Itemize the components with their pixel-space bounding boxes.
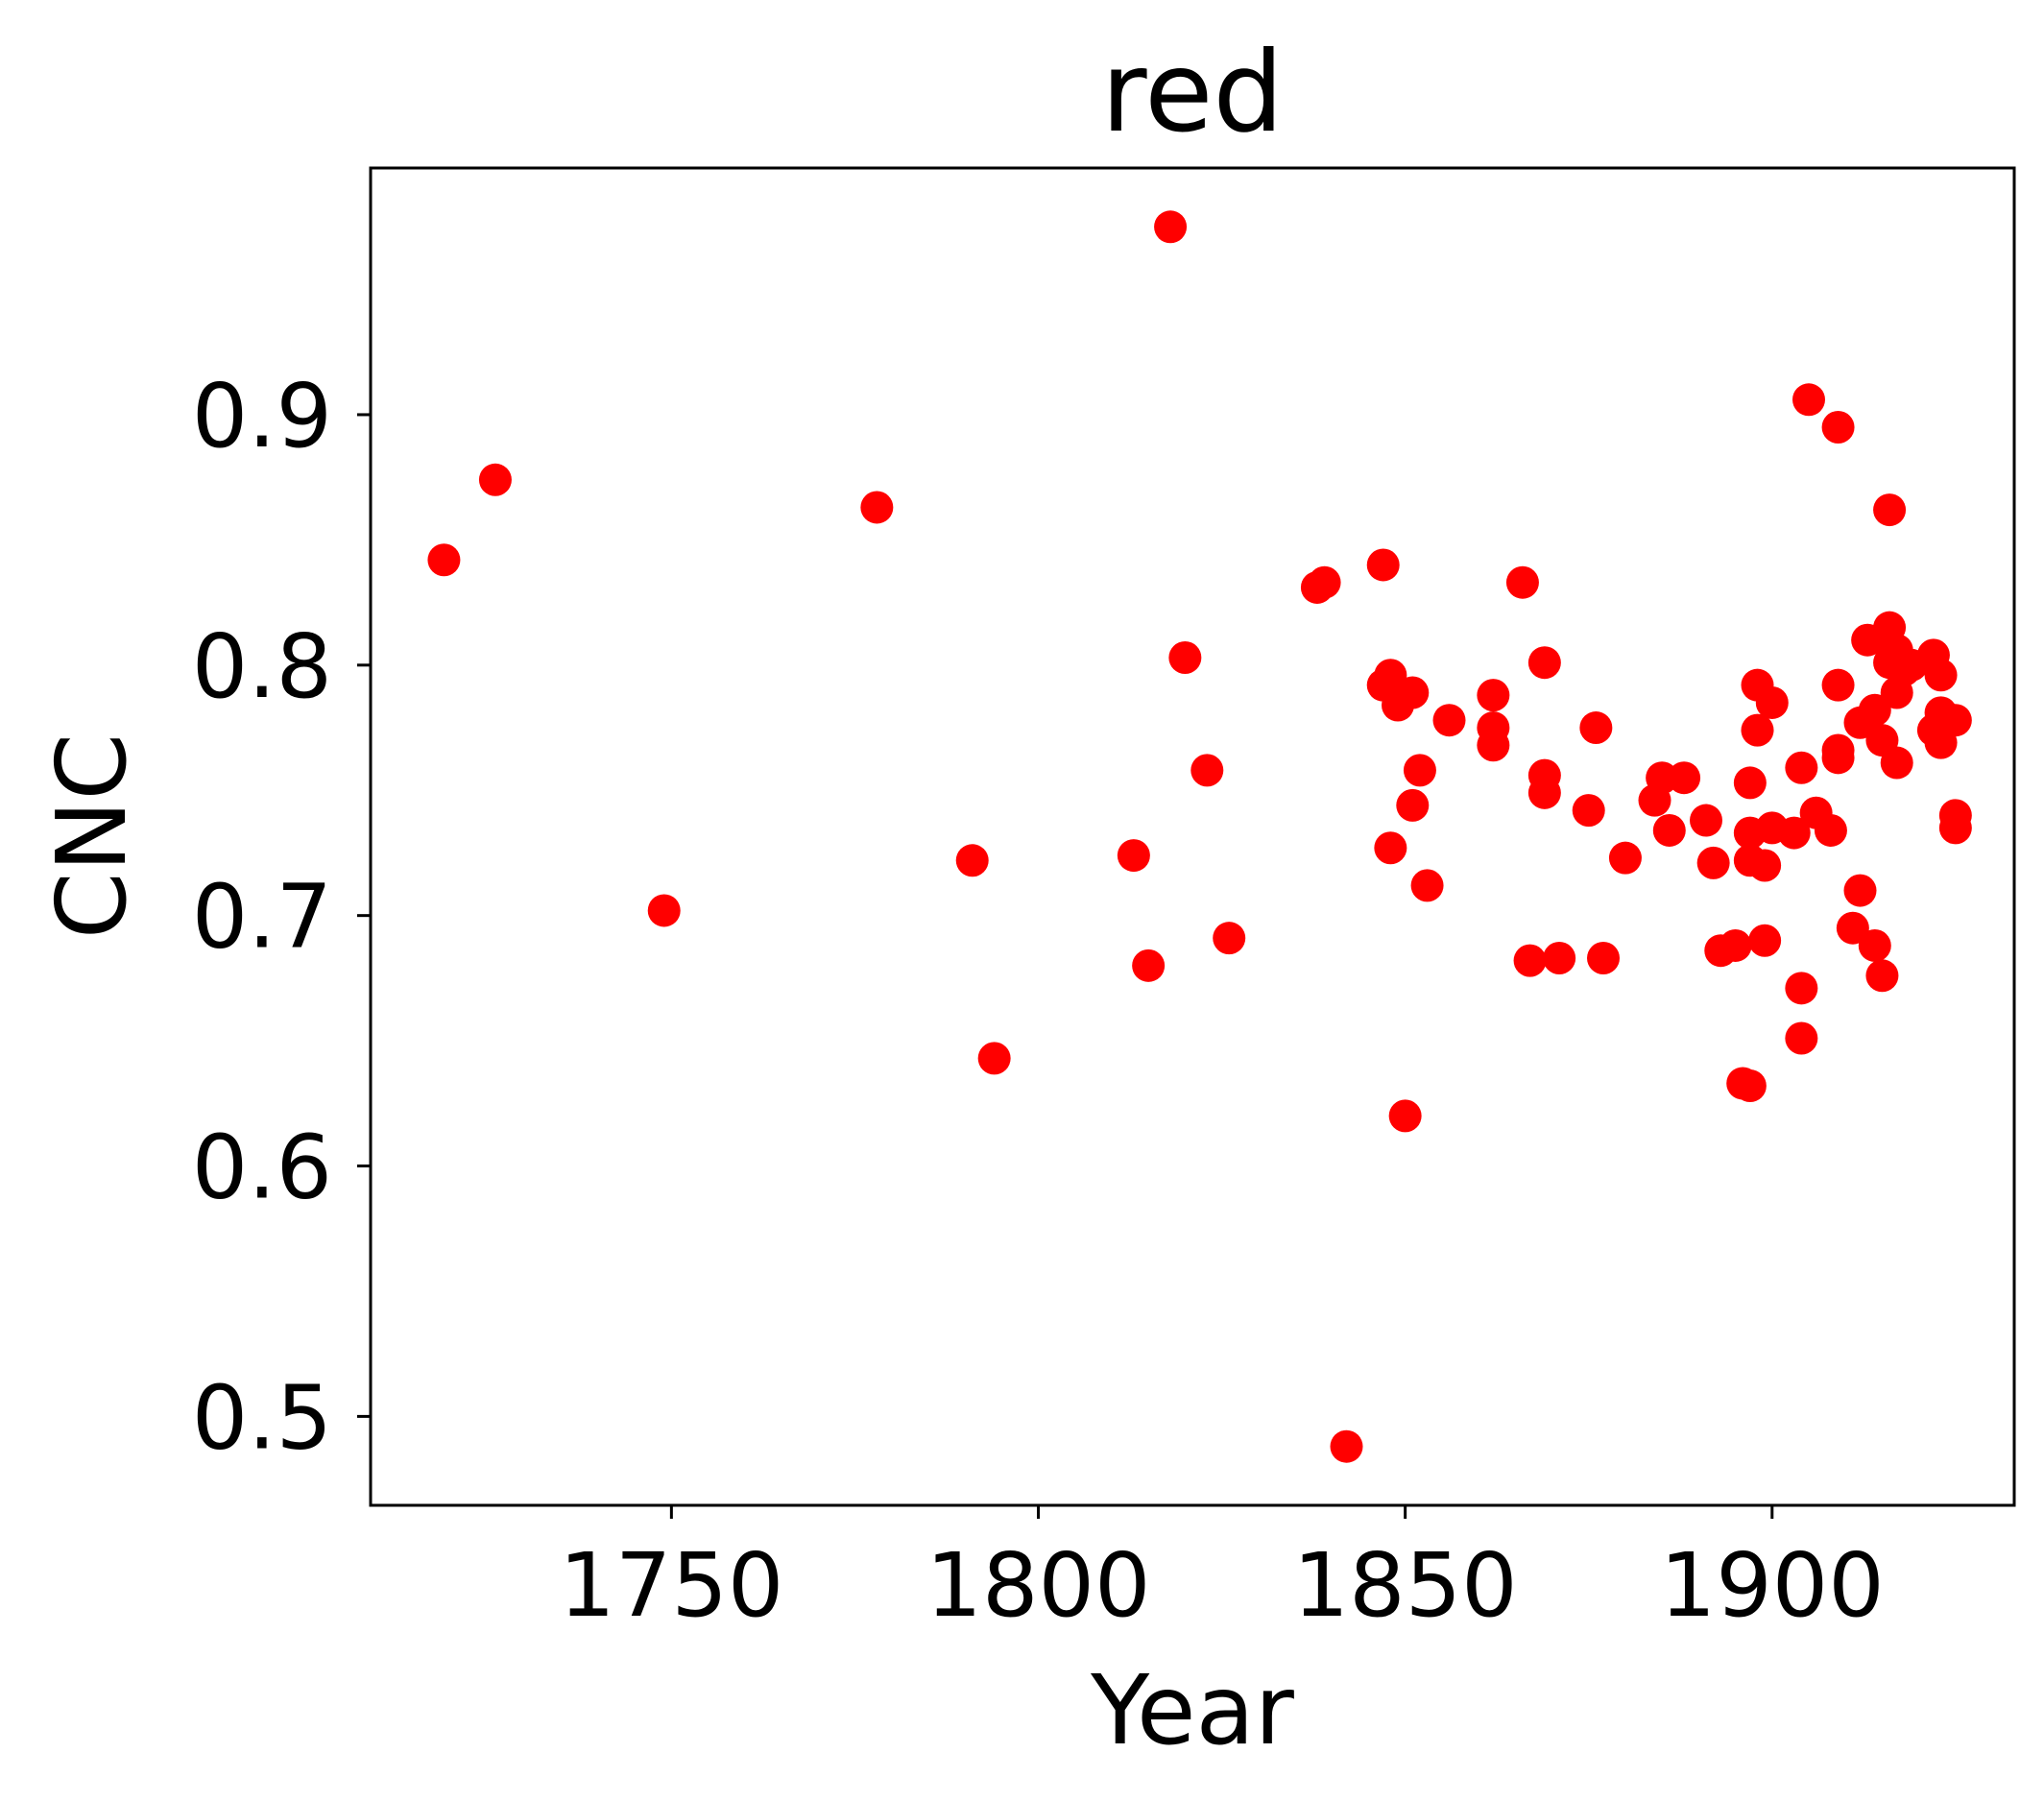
data-point: [1432, 704, 1466, 737]
data-point: [1785, 972, 1818, 1005]
y-tick-label: 0.8: [192, 615, 332, 718]
y-tick-label: 0.5: [192, 1366, 332, 1469]
data-point: [1880, 746, 1913, 780]
data-points: [427, 210, 1972, 1463]
data-point: [1741, 713, 1774, 747]
data-point: [1117, 839, 1150, 873]
data-point: [1843, 874, 1877, 907]
data-point: [1330, 1429, 1363, 1463]
chart-title: red: [1101, 28, 1284, 157]
data-point: [1938, 704, 1972, 737]
data-point: [1652, 813, 1686, 847]
data-point: [1374, 659, 1407, 692]
data-point: [1733, 1069, 1767, 1103]
data-point: [1755, 685, 1789, 719]
data-point: [1366, 548, 1400, 582]
data-point: [1858, 928, 1891, 962]
data-point: [955, 844, 989, 877]
data-point: [1821, 668, 1855, 702]
y-tick-label: 0.9: [192, 365, 332, 468]
data-point: [1505, 565, 1539, 599]
data-point: [1858, 693, 1891, 727]
data-point: [1924, 659, 1958, 692]
data-point: [1527, 776, 1561, 809]
data-point: [1792, 383, 1825, 417]
data-point: [1154, 210, 1188, 244]
data-point: [1396, 788, 1430, 822]
data-point: [1374, 831, 1407, 865]
data-point: [1814, 813, 1847, 847]
data-point: [1132, 949, 1166, 982]
x-tick-label: 1750: [559, 1534, 783, 1637]
x-axis-ticks: 1750 1800 1850 1900: [559, 1505, 1885, 1637]
data-point: [1821, 410, 1855, 444]
x-tick-label: 1850: [1293, 1534, 1518, 1637]
data-point: [1719, 928, 1752, 962]
x-tick-label: 1800: [926, 1534, 1150, 1637]
data-point: [1865, 959, 1899, 993]
data-point: [860, 491, 894, 524]
data-point: [1696, 846, 1730, 879]
data-point: [1168, 640, 1202, 674]
y-axis-ticks: 0.5 0.6 0.7 0.8 0.9: [192, 365, 371, 1469]
data-point: [1785, 1021, 1818, 1055]
data-point: [1388, 1099, 1422, 1133]
y-tick-label: 0.7: [192, 866, 332, 969]
data-point: [478, 463, 512, 496]
y-tick-label: 0.6: [192, 1117, 332, 1219]
data-point: [1396, 676, 1430, 709]
data-point: [1308, 565, 1341, 599]
y-axis-label: CNC: [36, 733, 148, 939]
data-point: [1477, 679, 1510, 712]
data-point: [1748, 849, 1782, 882]
data-point: [1572, 794, 1605, 828]
data-point: [1777, 816, 1811, 850]
data-point: [1668, 761, 1701, 795]
data-point: [1513, 944, 1547, 977]
data-point: [1690, 804, 1722, 837]
plot-frame: [369, 166, 2016, 1507]
data-point: [1587, 942, 1620, 975]
data-point: [427, 543, 461, 577]
data-point: [1403, 754, 1436, 787]
data-point: [1836, 911, 1869, 945]
data-point: [1733, 766, 1767, 800]
data-point: [1821, 741, 1855, 775]
data-point: [1938, 811, 1972, 845]
data-point: [1748, 924, 1782, 957]
data-point: [1190, 754, 1224, 787]
data-point: [1527, 646, 1561, 680]
data-point: [1785, 751, 1818, 784]
data-point: [1543, 942, 1576, 975]
data-point: [1410, 869, 1444, 902]
data-point: [1477, 729, 1510, 762]
data-point: [977, 1042, 1011, 1075]
x-tick-label: 1900: [1660, 1534, 1885, 1637]
x-axis-label: Year: [1090, 1654, 1295, 1766]
data-point: [1608, 841, 1642, 875]
data-point: [1579, 711, 1613, 745]
data-point: [1213, 922, 1246, 955]
data-point: [1873, 493, 1907, 527]
data-point: [647, 894, 681, 927]
